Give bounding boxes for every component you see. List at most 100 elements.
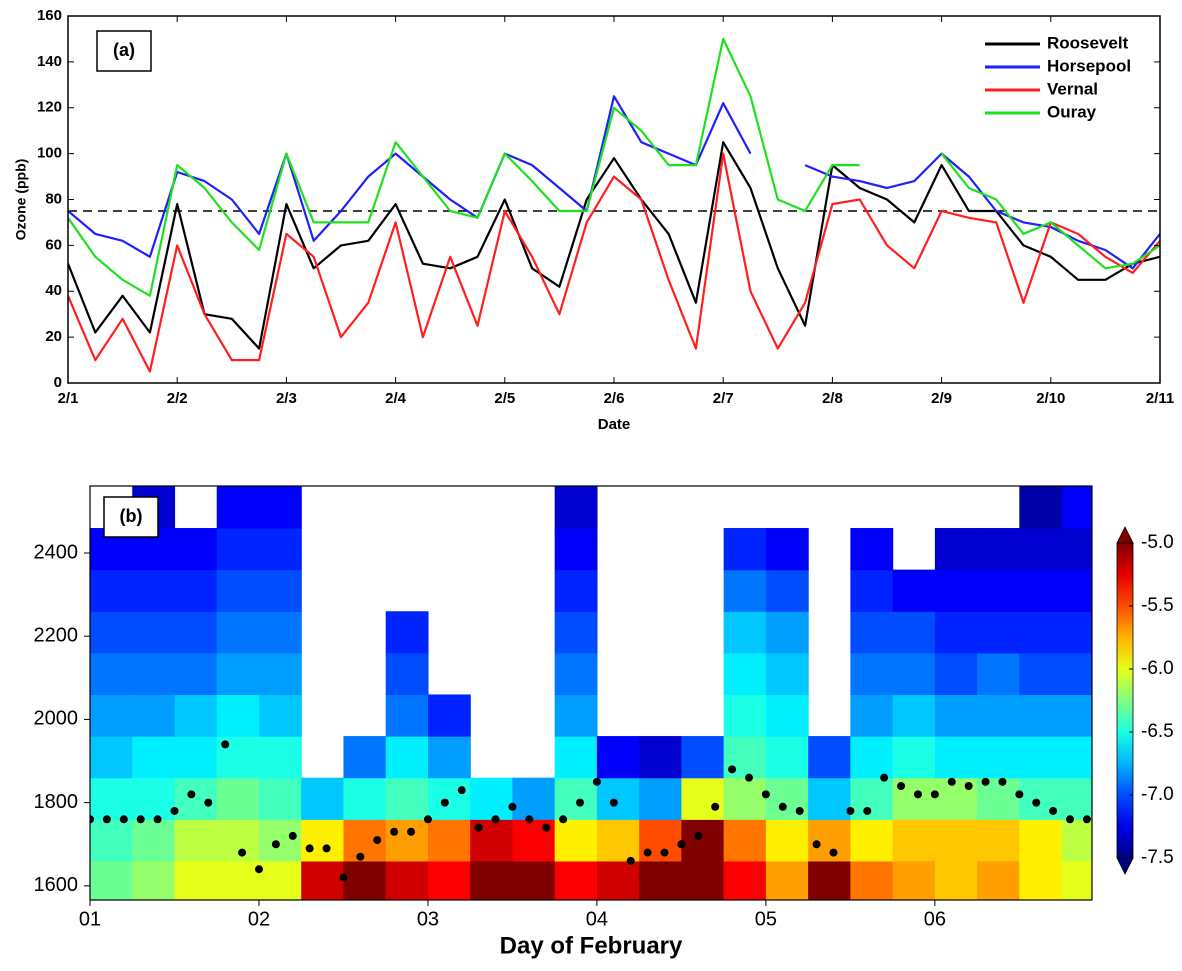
heatmap-cell <box>1019 736 1063 779</box>
heatmap-cell <box>977 569 1020 612</box>
boundary-layer-point <box>795 806 804 815</box>
series-group <box>68 37 1160 373</box>
boundary-layer-point <box>474 823 483 832</box>
heatmap-cell <box>934 819 978 862</box>
heatmap-cell <box>301 777 345 820</box>
heatmap-cell <box>596 819 640 862</box>
heatmap-cell <box>1061 736 1092 779</box>
heatmap-cell <box>216 611 260 654</box>
boundary-layer-point <box>576 798 585 807</box>
heatmap-cell <box>343 860 387 900</box>
heatmap-cell <box>174 569 218 612</box>
heatmap-cell <box>132 694 176 737</box>
legend-label: Ouray <box>1047 102 1097 121</box>
x-tick-label: 2/7 <box>713 390 734 407</box>
heatmap-cell <box>301 860 345 900</box>
y-tick-label: 2200 <box>34 624 79 646</box>
heatmap-cells <box>90 486 1092 900</box>
heatmap-cell <box>554 652 598 696</box>
boundary-layer-point <box>221 740 230 749</box>
heatmap-cell <box>723 777 767 820</box>
x-axis-label: Date <box>598 416 631 433</box>
annotation-box <box>103 496 159 538</box>
boundary-layer-point <box>136 815 145 824</box>
boundary-layer-point <box>592 777 601 786</box>
heatmap-cell <box>301 819 345 862</box>
heatmap-cell <box>132 569 176 612</box>
heatmap-cell <box>470 777 514 820</box>
boundary-layer-point <box>559 815 568 824</box>
heatmap-cell <box>512 860 556 900</box>
heatmap-cell <box>1061 860 1092 900</box>
annotation: (b) <box>120 506 143 526</box>
heatmap-cell <box>681 860 725 900</box>
series-line <box>68 152 1160 373</box>
colorbar-end <box>1116 857 1134 875</box>
heatmap-cell <box>596 860 640 900</box>
heatmap-cell <box>132 777 176 820</box>
boundary-layer-point <box>90 815 94 824</box>
boundary-layer-point <box>423 815 432 824</box>
heatmap-cell <box>850 819 894 862</box>
boundary-layer-point <box>288 831 297 840</box>
boundary-layer-point <box>626 856 635 865</box>
heatmap-cell <box>90 860 133 900</box>
boundary-layer-point <box>187 790 196 799</box>
heatmap-cell <box>1061 486 1092 529</box>
heatmap-cell <box>216 486 260 529</box>
boundary-layer-point <box>998 777 1007 786</box>
boundary-layer-point <box>1049 806 1058 815</box>
heatmap-cell <box>216 694 260 737</box>
heatmap-cell <box>1061 528 1092 571</box>
boundary-layer-point <box>457 786 466 795</box>
heatmap-cell <box>596 736 640 779</box>
boundary-layer-point <box>913 790 922 799</box>
heatmap-cell <box>723 569 767 612</box>
heatmap-cell <box>1019 611 1063 654</box>
x-tick-label: 03 <box>417 908 439 930</box>
colorbar-tick-label: -6.0 <box>1141 658 1174 679</box>
boundary-layer-point <box>947 777 956 786</box>
heatmap-cell <box>934 569 978 612</box>
boundary-layer-point <box>930 790 939 799</box>
heatmap-cell <box>427 819 471 862</box>
heatmap-cell <box>90 569 133 612</box>
heatmap-cell <box>385 694 429 737</box>
heatmap-cell <box>554 486 598 529</box>
heatmap-cell <box>427 736 471 779</box>
heatmap-cell <box>90 736 133 779</box>
heatmap-cell <box>385 736 429 779</box>
heatmap-cell <box>343 736 387 779</box>
heatmap-cell <box>554 860 598 900</box>
boundary-layer-point <box>508 802 517 811</box>
boundary-layer-point <box>373 836 382 845</box>
boundary-layer-point <box>170 806 179 815</box>
heatmap-cell <box>850 652 894 696</box>
heatmap-cell <box>639 777 682 820</box>
series-line <box>68 95 1160 270</box>
colorbar-tick-label: -5.5 <box>1141 595 1174 616</box>
heatmap-cell <box>258 819 302 862</box>
boundary-layer-point <box>728 765 737 774</box>
heatmap-cell <box>934 736 978 779</box>
boundary-layer-point <box>525 815 534 824</box>
x-tick-label: 04 <box>586 908 608 930</box>
legend-label: Horsepool <box>1047 56 1131 75</box>
heatmap-cell <box>385 819 429 862</box>
annotation-box <box>96 30 152 72</box>
boundary-layer-point <box>440 798 449 807</box>
heatmap-cell <box>554 736 598 779</box>
y-tick-label: 40 <box>45 282 62 299</box>
heatmap-cell <box>765 736 809 779</box>
heatmap-cell <box>681 777 725 820</box>
heatmap-cell <box>258 736 302 779</box>
heatmap-cell <box>850 611 894 654</box>
boundary-layer-point <box>761 790 770 799</box>
heatmap-cell <box>427 860 471 900</box>
heatmap-cell <box>174 777 218 820</box>
x-tick-label: 2/10 <box>1036 390 1065 407</box>
heatmap-cell <box>681 736 725 779</box>
heatmap-cell <box>892 569 936 612</box>
y-tick-label: 160 <box>37 7 62 24</box>
